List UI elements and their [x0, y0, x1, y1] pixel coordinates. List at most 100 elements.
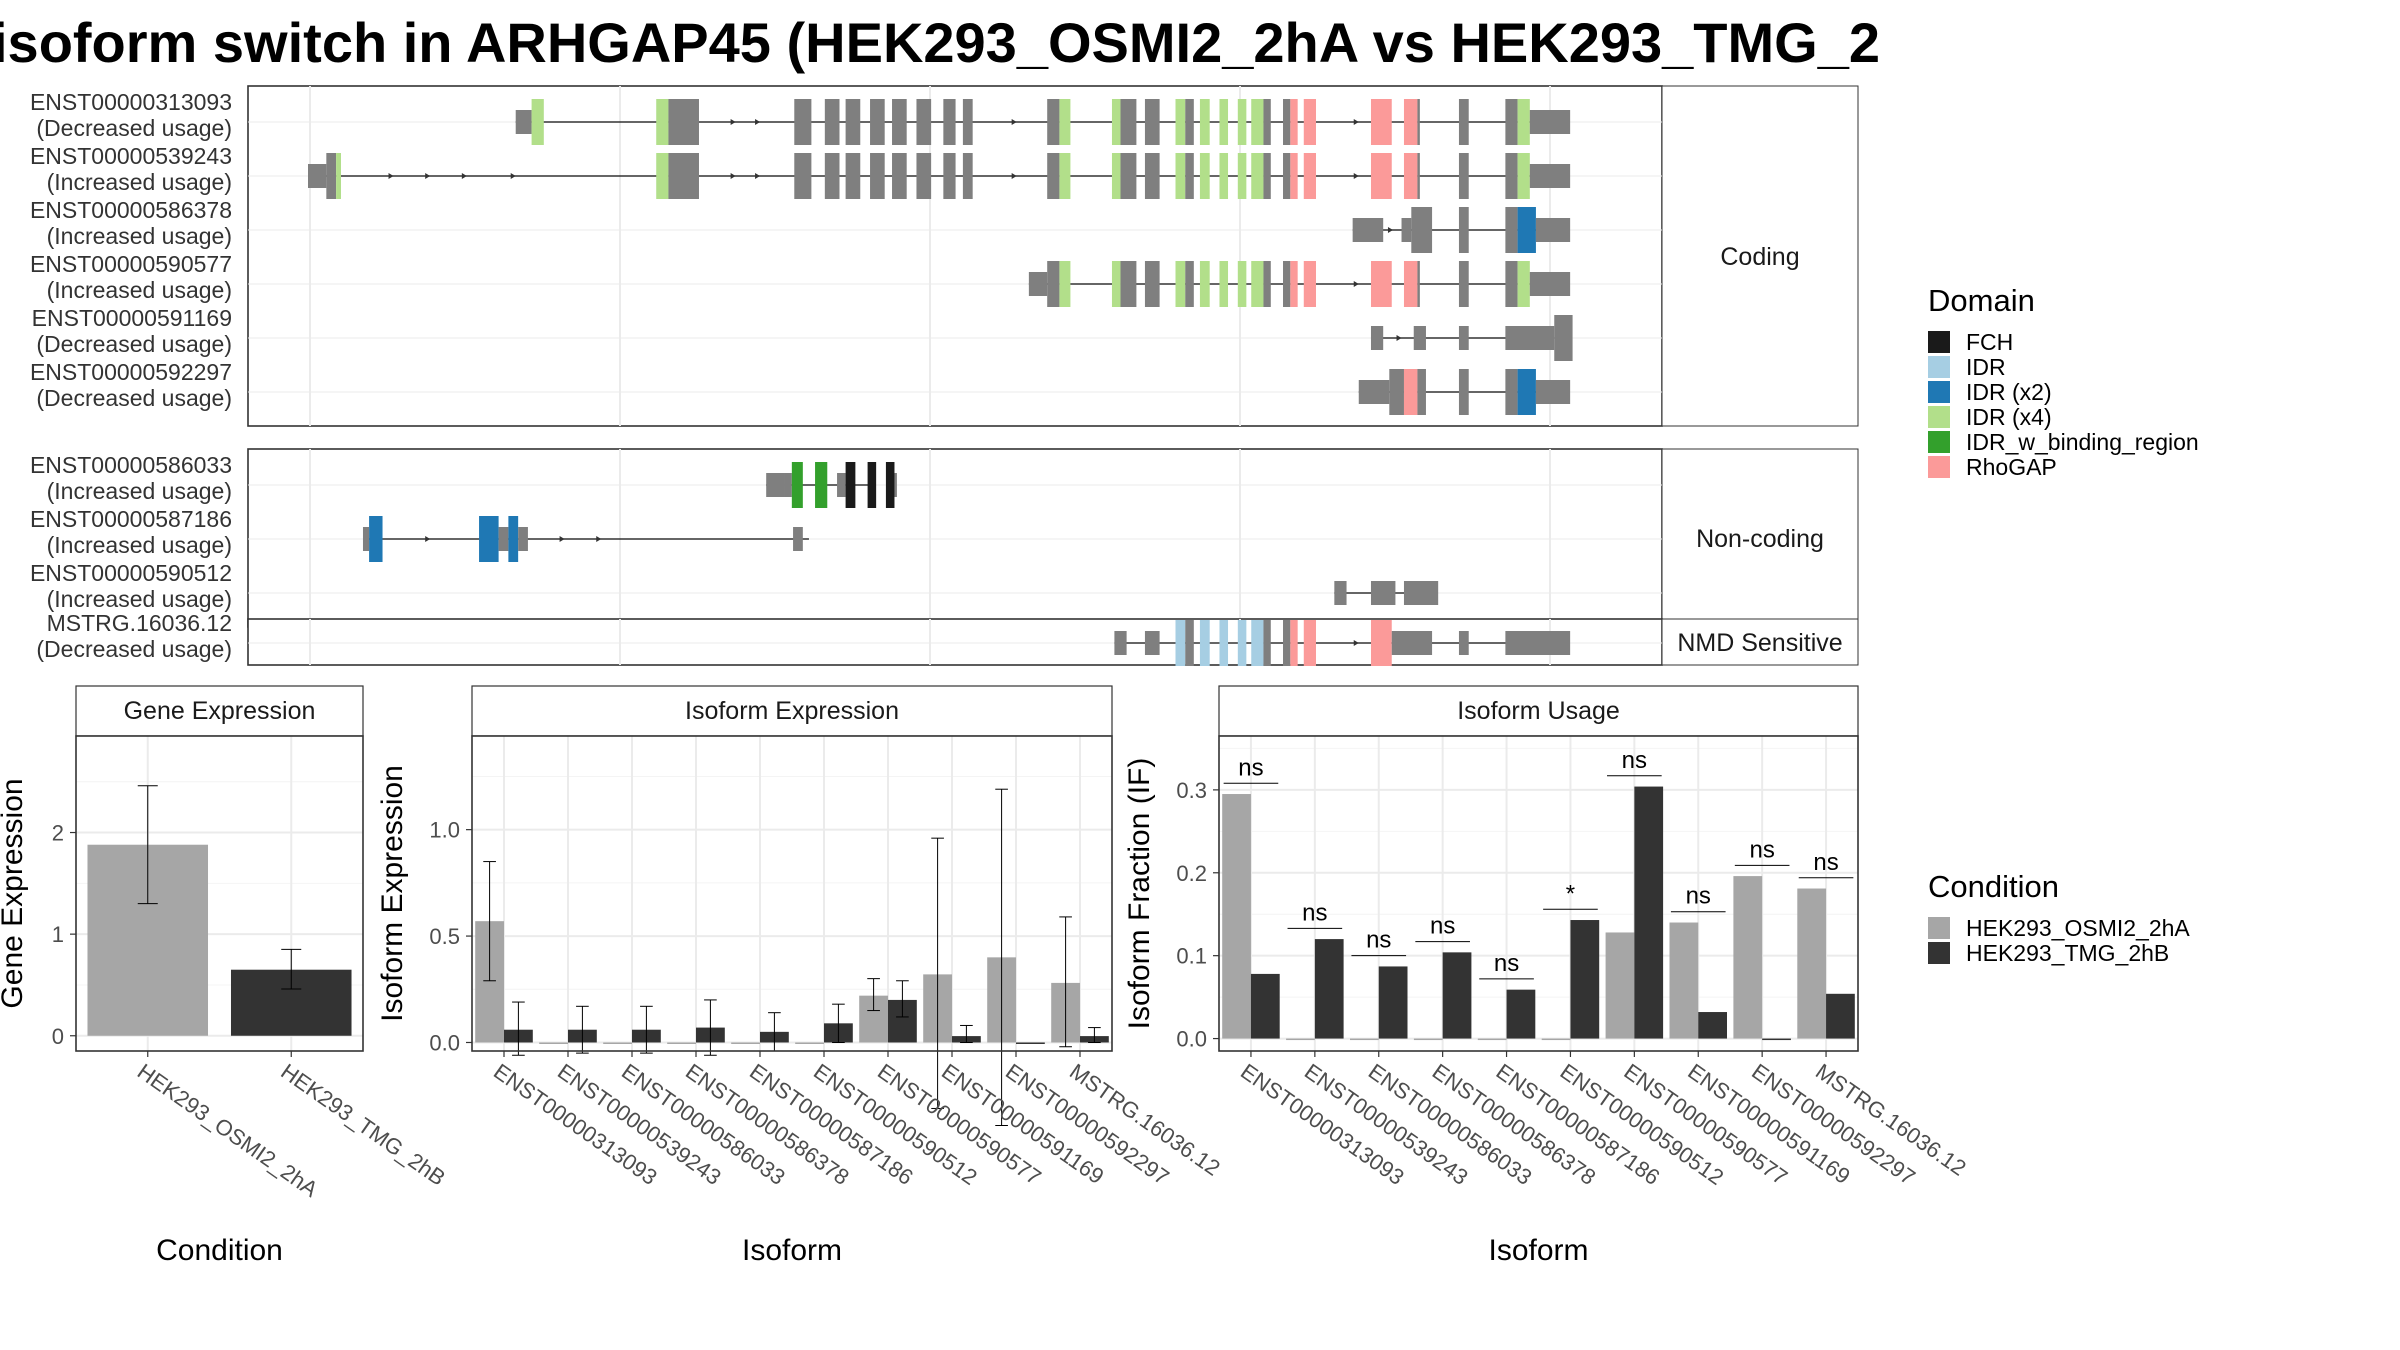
- domain-block: [1111, 99, 1121, 145]
- exon-block: [1417, 153, 1420, 199]
- exon-block: [1505, 207, 1518, 253]
- exon-block: [1185, 99, 1194, 145]
- exon-block: [1417, 369, 1426, 415]
- domain-block: [1403, 153, 1418, 199]
- strand-arrow: [730, 173, 736, 179]
- exon-block: [668, 99, 699, 145]
- domain-block: [1059, 99, 1071, 145]
- domain-block: [1517, 207, 1536, 253]
- exon-block: [892, 153, 907, 199]
- strand-arrow: [730, 119, 736, 125]
- bar: [1413, 1038, 1443, 1041]
- exon-block: [1535, 218, 1571, 242]
- domain-block: [1199, 261, 1210, 307]
- strand-arrow: [559, 536, 565, 542]
- domain-block: [1517, 99, 1530, 145]
- exon-block: [824, 99, 840, 145]
- exon-block: [845, 99, 861, 145]
- legend-condition-label: HEK293_TMG_2hB: [1966, 940, 2169, 966]
- domain-block: [845, 462, 856, 508]
- strand-arrow: [755, 173, 761, 179]
- structure-strip-label: Coding: [1720, 243, 1799, 271]
- domain-block: [1370, 261, 1392, 307]
- domain-block: [1251, 99, 1264, 145]
- domain-block: [1219, 99, 1229, 145]
- strand-arrow: [1011, 173, 1017, 179]
- domain-block: [1290, 261, 1298, 307]
- bar: [1541, 1038, 1571, 1041]
- domain-block: [1059, 261, 1071, 307]
- significance-label: ns: [1302, 899, 1327, 926]
- exon-block: [1028, 272, 1048, 296]
- structure-strip: [1661, 618, 1859, 666]
- plot-border: [75, 735, 364, 1052]
- transcript-id-label: ENST00000592297: [30, 359, 232, 385]
- exon-block: [1283, 153, 1291, 199]
- transcript-id-label: ENST00000587186: [30, 506, 232, 532]
- legend-domain-swatch: [1928, 456, 1950, 478]
- bar: [1378, 966, 1408, 1039]
- facet-title: Isoform Expression: [685, 697, 899, 725]
- bar: [603, 1042, 632, 1044]
- bar: [539, 1042, 568, 1044]
- domain-block: [1199, 620, 1210, 666]
- significance-label: ns: [1238, 754, 1263, 781]
- legend-domain-label: IDR (x2): [1966, 379, 2052, 405]
- exon-block: [1144, 99, 1160, 145]
- domain-block: [885, 462, 895, 508]
- strand-arrow: [1353, 281, 1359, 287]
- y-tick-label: 1.0: [429, 818, 460, 843]
- structure-strip-label: Non-coding: [1696, 525, 1824, 553]
- y-axis-title: Gene Expression: [0, 778, 29, 1008]
- exon-block: [308, 164, 327, 188]
- exon-block: [1458, 326, 1469, 350]
- transcript-id-label: ENST00000590512: [30, 560, 232, 586]
- domain-block: [1517, 153, 1530, 199]
- strand-arrow: [425, 173, 431, 179]
- exon-block: [1529, 110, 1571, 134]
- facet-title: Isoform Usage: [1457, 697, 1620, 725]
- transcript-id-label: ENST00000313093: [30, 89, 232, 115]
- exon-block: [1352, 218, 1384, 242]
- strand-arrow: [1353, 119, 1359, 125]
- structure-panel-2: [247, 618, 1663, 666]
- domain-block: [1175, 620, 1186, 666]
- bar: [1442, 952, 1472, 1039]
- transcript-usage-label: (Decreased usage): [36, 331, 232, 357]
- exon-block: [1185, 261, 1194, 307]
- strand-arrow: [1396, 335, 1402, 341]
- domain-block: [1517, 369, 1536, 415]
- structure-strip: [1661, 85, 1859, 427]
- bar: [1669, 922, 1699, 1039]
- domain-block: [1403, 99, 1418, 145]
- exon-block: [870, 153, 885, 199]
- domain-block: [656, 153, 669, 199]
- strand-arrow: [596, 536, 602, 542]
- significance-label: *: [1566, 880, 1575, 907]
- transcript-usage-label: (Decreased usage): [36, 636, 232, 662]
- y-tick-label: 0.1: [1176, 944, 1207, 969]
- significance-label: ns: [1686, 883, 1711, 910]
- exon-block: [1458, 99, 1469, 145]
- domain-block: [1303, 261, 1316, 307]
- domain-block: [1303, 620, 1316, 666]
- bar: [1634, 786, 1664, 1039]
- significance-label: ns: [1494, 950, 1519, 977]
- strand-arrow: [1353, 173, 1359, 179]
- exon-block: [1263, 261, 1271, 307]
- domain-block: [1219, 153, 1229, 199]
- y-tick-label: 0.3: [1176, 778, 1207, 803]
- exon-block: [1120, 99, 1137, 145]
- facet-title: Gene Expression: [124, 697, 316, 725]
- domain-block: [508, 516, 519, 562]
- legend-condition-swatch: [1928, 942, 1950, 964]
- domain-block: [336, 153, 341, 199]
- exon-block: [1505, 153, 1518, 199]
- facet-strip: [75, 685, 364, 737]
- transcript-id-label: ENST00000586378: [30, 197, 232, 223]
- bar: [1349, 1038, 1379, 1041]
- legend-domain-swatch: [1928, 331, 1950, 353]
- x-axis-title: Isoform: [742, 1234, 842, 1267]
